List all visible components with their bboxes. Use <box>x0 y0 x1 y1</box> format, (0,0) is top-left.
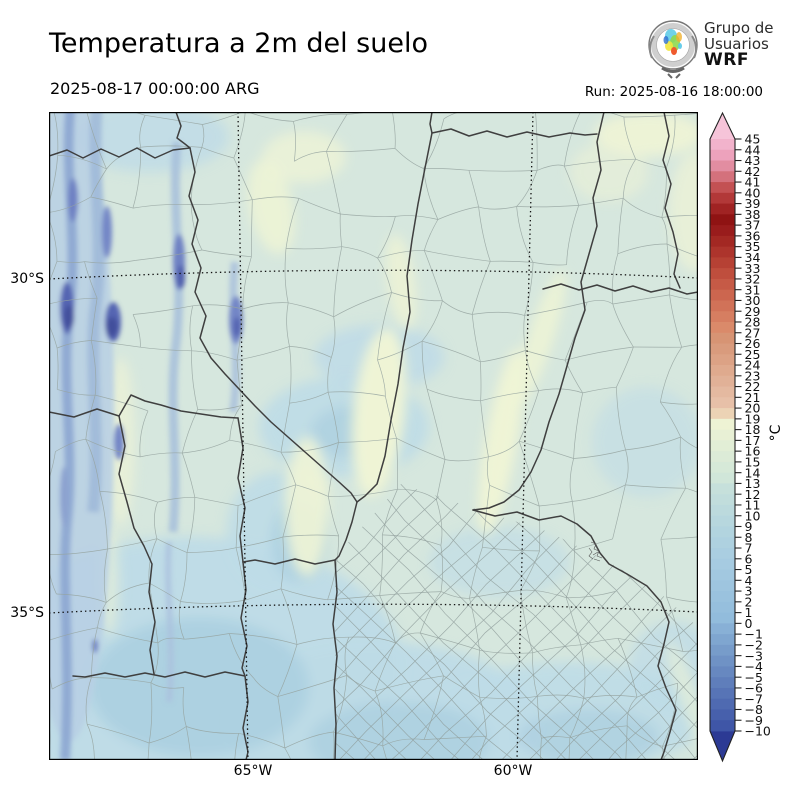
temperature-colorbar: 4544434241403938373635343332313029282726… <box>709 111 771 763</box>
colorbar-tick-label: 28 <box>745 315 761 330</box>
x-tick-65W: 65°W <box>233 763 273 779</box>
colorbar-tick-label: 36 <box>745 228 761 243</box>
colorbar-tick-label: 29 <box>745 304 761 319</box>
run-time-label: Run: 2025-08-16 18:00:00 <box>584 84 763 100</box>
temperature-map-canvas <box>49 112 698 760</box>
colorbar-tick-label: 34 <box>745 250 761 265</box>
colorbar-tick-label: 17 <box>745 433 761 448</box>
colorbar-tick-label: 11 <box>745 498 761 513</box>
colorbar-tick-label: −4 <box>745 659 763 674</box>
colorbar-tick-label: 3 <box>745 584 753 599</box>
colorbar-tick-label: 21 <box>745 390 761 405</box>
caba-dense-cluster <box>588 541 603 562</box>
colorbar-tick-label: 35 <box>745 239 761 254</box>
map-svg <box>49 112 698 760</box>
colorbar-tick-label: 16 <box>745 444 761 459</box>
colorbar-tick-label: 8 <box>745 530 753 545</box>
colorbar-tick-label: 7 <box>745 541 753 556</box>
colorbar-tick-label: 23 <box>745 368 761 383</box>
logo-line-1: Grupo de <box>704 19 774 37</box>
y-tick-35S: 35°S <box>10 605 44 621</box>
colorbar-tick-label: 44 <box>745 142 761 157</box>
colorbar-tick-label: 5 <box>745 562 753 577</box>
map-frame <box>49 112 698 760</box>
logo-seal-icon <box>648 20 698 79</box>
y-tick-30S: 30°S <box>10 271 44 287</box>
graticule-lines <box>49 112 698 760</box>
colorbar-tick-label: −2 <box>745 637 763 652</box>
logo-text: Grupo de Usuarios WRF <box>704 19 774 70</box>
colorbar-tick-label: 38 <box>745 207 761 222</box>
page-title: Temperatura a 2m del suelo <box>49 28 428 59</box>
colorbar-tick-label: −7 <box>745 691 763 706</box>
valid-time-label: 2025-08-17 00:00:00 ARG <box>50 79 260 98</box>
colorbar-tick-label: −8 <box>745 702 763 717</box>
logo-line-2: Usuarios <box>704 35 769 53</box>
colorbar-tick-label: 31 <box>745 282 761 297</box>
cool-temperature-patches <box>49 112 698 760</box>
department-boundaries <box>49 112 698 760</box>
colorbar-tick-label: 15 <box>745 455 761 470</box>
colorbar-tick-label: 25 <box>745 347 761 362</box>
colorbar-tick-label: −10 <box>745 724 771 739</box>
colorbar-tick-label: 1 <box>745 605 753 620</box>
colorbar-tick-label: 12 <box>745 487 761 502</box>
colorbar-tick-label: 37 <box>745 218 761 233</box>
colorbar-tick-label: 24 <box>745 358 761 373</box>
meridian-65W <box>237 112 249 760</box>
wrf-users-group-logo: Grupo de Usuarios WRF <box>646 18 796 80</box>
colorbar-tick-label: 26 <box>745 336 761 351</box>
colorbar-tick-label: 42 <box>745 164 761 179</box>
colorbar-tick-label: 0 <box>745 616 753 631</box>
colorbar-tick-label: −6 <box>745 681 763 696</box>
colorbar-tick-label: 45 <box>745 132 761 147</box>
logo-line-3: WRF <box>704 50 749 70</box>
colorbar-tick-label: 4 <box>745 573 753 588</box>
colorbar-tick-label: 9 <box>745 519 753 534</box>
colorbar-tick-label: 18 <box>745 422 761 437</box>
colorbar-tick-label: −1 <box>745 627 763 642</box>
x-tick-60W: 60°W <box>493 763 533 779</box>
colorbar-tick-label: 41 <box>745 175 761 190</box>
colorbar-tick-label: 10 <box>745 508 761 523</box>
parallel-35S <box>49 603 698 614</box>
colorbar-tick-label: 20 <box>745 401 761 416</box>
colorbar-tick-label: 39 <box>745 196 761 211</box>
logo-rainbow-map <box>663 29 682 55</box>
meridian-60W <box>516 112 534 760</box>
province-borders <box>49 112 698 760</box>
colorbar-tick-label: 14 <box>745 465 761 480</box>
colorbar-tick-label: 27 <box>745 325 761 340</box>
colorbar-tick-label: −5 <box>745 670 763 685</box>
colorbar-tick-label: 13 <box>745 476 761 491</box>
parallel-30S <box>49 269 698 280</box>
colorbar-tick-label: 33 <box>745 261 761 276</box>
colorbar-tick-label: 40 <box>745 185 761 200</box>
colorbar-tick-label: −3 <box>745 648 763 663</box>
colorbar-tick-label: 2 <box>745 594 753 609</box>
colorbar-unit-label: °C <box>768 424 784 442</box>
colorbar-tick-label: 22 <box>745 379 761 394</box>
colorbar-tick-label: 6 <box>745 551 753 566</box>
colorbar-tick-label: 43 <box>745 153 761 168</box>
colorbar-tick-label: −9 <box>745 713 763 728</box>
colorbar-tick-label: 19 <box>745 411 761 426</box>
colorbar-tick-label: 32 <box>745 272 761 287</box>
colorbar-tick-label: 30 <box>745 293 761 308</box>
